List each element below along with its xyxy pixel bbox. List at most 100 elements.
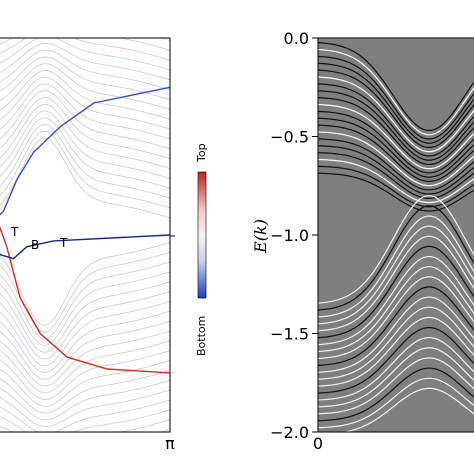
surface-band-line — [0, 225, 170, 374]
bulk-band-line — [0, 241, 170, 326]
spectral-band-line — [318, 256, 474, 346]
bulk-band-line — [0, 340, 170, 394]
bulk-band-line — [0, 49, 170, 91]
colorbar: Top Bottom — [195, 143, 208, 356]
spectral-band-line — [318, 138, 474, 191]
bulk-band-line — [0, 432, 170, 461]
bulk-band-line — [0, 103, 170, 170]
x-tick-label-pi: π — [165, 434, 175, 453]
bulk-band-line — [0, 90, 170, 150]
bulk-band-line — [0, 369, 170, 414]
surface-bands — [0, 86, 170, 374]
y-tick-label: 0.0 — [284, 29, 309, 48]
bulk-bands — [0, 0, 170, 474]
spectral-band-line — [318, 327, 474, 394]
spectral-band-line — [318, 117, 474, 178]
spectral-band-line — [318, 225, 474, 325]
spectral-band-line — [318, 62, 474, 144]
bulk-band-line — [0, 389, 170, 428]
colorbar-gradient — [197, 171, 207, 299]
bulk-band-line — [0, 442, 170, 468]
spectral-band-line — [318, 103, 474, 170]
spectral-band-line — [318, 110, 474, 174]
spectral-band-line — [318, 276, 474, 360]
spectral-band-line — [318, 152, 474, 199]
spectral-band-line — [318, 158, 474, 204]
right-background — [318, 38, 474, 432]
spectral-band-line — [318, 69, 474, 148]
spectral-band-line — [318, 296, 474, 373]
spectral-band-line — [318, 124, 474, 182]
spectral-band-line — [318, 83, 474, 157]
bulk-band-line — [0, 110, 170, 179]
spectral-band-line — [318, 235, 474, 332]
spectral-band-line — [318, 245, 474, 339]
spectral-band-line — [318, 76, 474, 153]
spectral-band-line — [318, 286, 474, 366]
bulk-band-line — [0, 38, 170, 51]
spectral-band-line — [318, 367, 474, 422]
spectral-band-line — [318, 55, 474, 140]
annotation-t2: T — [59, 236, 68, 250]
surface-band-line — [0, 86, 170, 216]
right-panel: 0.0 −0.5 −1.0 −1.5 −2.0 0 E(k) — [251, 29, 474, 453]
spectral-band-line — [318, 357, 474, 415]
bulk-band-line — [0, 96, 170, 160]
bulk-band-line — [0, 261, 170, 340]
bulk-band-line — [0, 419, 170, 432]
bulk-band-line — [0, 2, 170, 28]
bulk-band-line — [0, 452, 170, 474]
bulk-band-line — [0, 117, 170, 189]
bulk-band-line — [0, 63, 170, 110]
bulk-band-line — [0, 320, 170, 380]
spectral-band-line — [318, 42, 474, 131]
left-axes-frame — [0, 37, 171, 433]
bulk-band-line — [0, 38, 170, 71]
spectral-band-line — [318, 316, 474, 387]
colorbar-bottom-label: Bottom — [195, 316, 208, 356]
annotation-t1: T — [10, 225, 19, 239]
bulk-band-line — [0, 42, 170, 81]
bulk-band-line — [0, 9, 170, 38]
spectral-band-line — [318, 48, 474, 136]
bulk-band-line — [0, 56, 170, 101]
bulk-band-line — [0, 130, 170, 209]
bulk-band-line — [0, 83, 170, 140]
spectral-band-line — [318, 306, 474, 380]
bulk-band-line — [0, 69, 170, 120]
x-tick-label-zero: 0 — [313, 434, 323, 453]
spectral-band-line — [318, 337, 474, 401]
bulk-band-line — [0, 300, 170, 367]
bulk-band-line — [0, 137, 170, 219]
spectral-band-line — [318, 215, 474, 318]
bulk-band-line — [0, 76, 170, 130]
spectral-bands — [318, 42, 474, 432]
y-tick-label: −0.5 — [270, 128, 309, 147]
y-tick-label: −1.5 — [270, 325, 309, 344]
bulk-band-line — [0, 399, 170, 432]
bulk-band-line — [0, 350, 170, 401]
colorbar-top-label: Top — [195, 143, 208, 163]
bulk-band-line — [0, 409, 170, 432]
bulk-band-line — [0, 0, 170, 18]
spectral-band-line — [318, 131, 474, 187]
bulk-band-line — [0, 251, 170, 333]
surface-band-line — [0, 234, 170, 260]
spectral-band-line — [318, 90, 474, 161]
spectral-band-line — [318, 266, 474, 353]
bulk-band-line — [0, 379, 170, 421]
bulk-band-line — [0, 360, 170, 407]
bulk-band-line — [0, 330, 170, 387]
spectral-band-line — [318, 165, 474, 208]
spectral-band-line — [318, 377, 474, 429]
spectral-band-line — [318, 145, 474, 195]
bulk-band-line — [0, 0, 170, 9]
annotation-b: B — [31, 238, 39, 252]
y-axis-ticks: 0.0 −0.5 −1.0 −1.5 −2.0 — [270, 29, 318, 442]
bulk-band-line — [0, 271, 170, 347]
spectral-band-line — [318, 195, 474, 304]
bulk-band-line — [0, 38, 170, 61]
y-tick-label: −1.0 — [270, 226, 309, 245]
bulk-band-line — [0, 123, 170, 199]
